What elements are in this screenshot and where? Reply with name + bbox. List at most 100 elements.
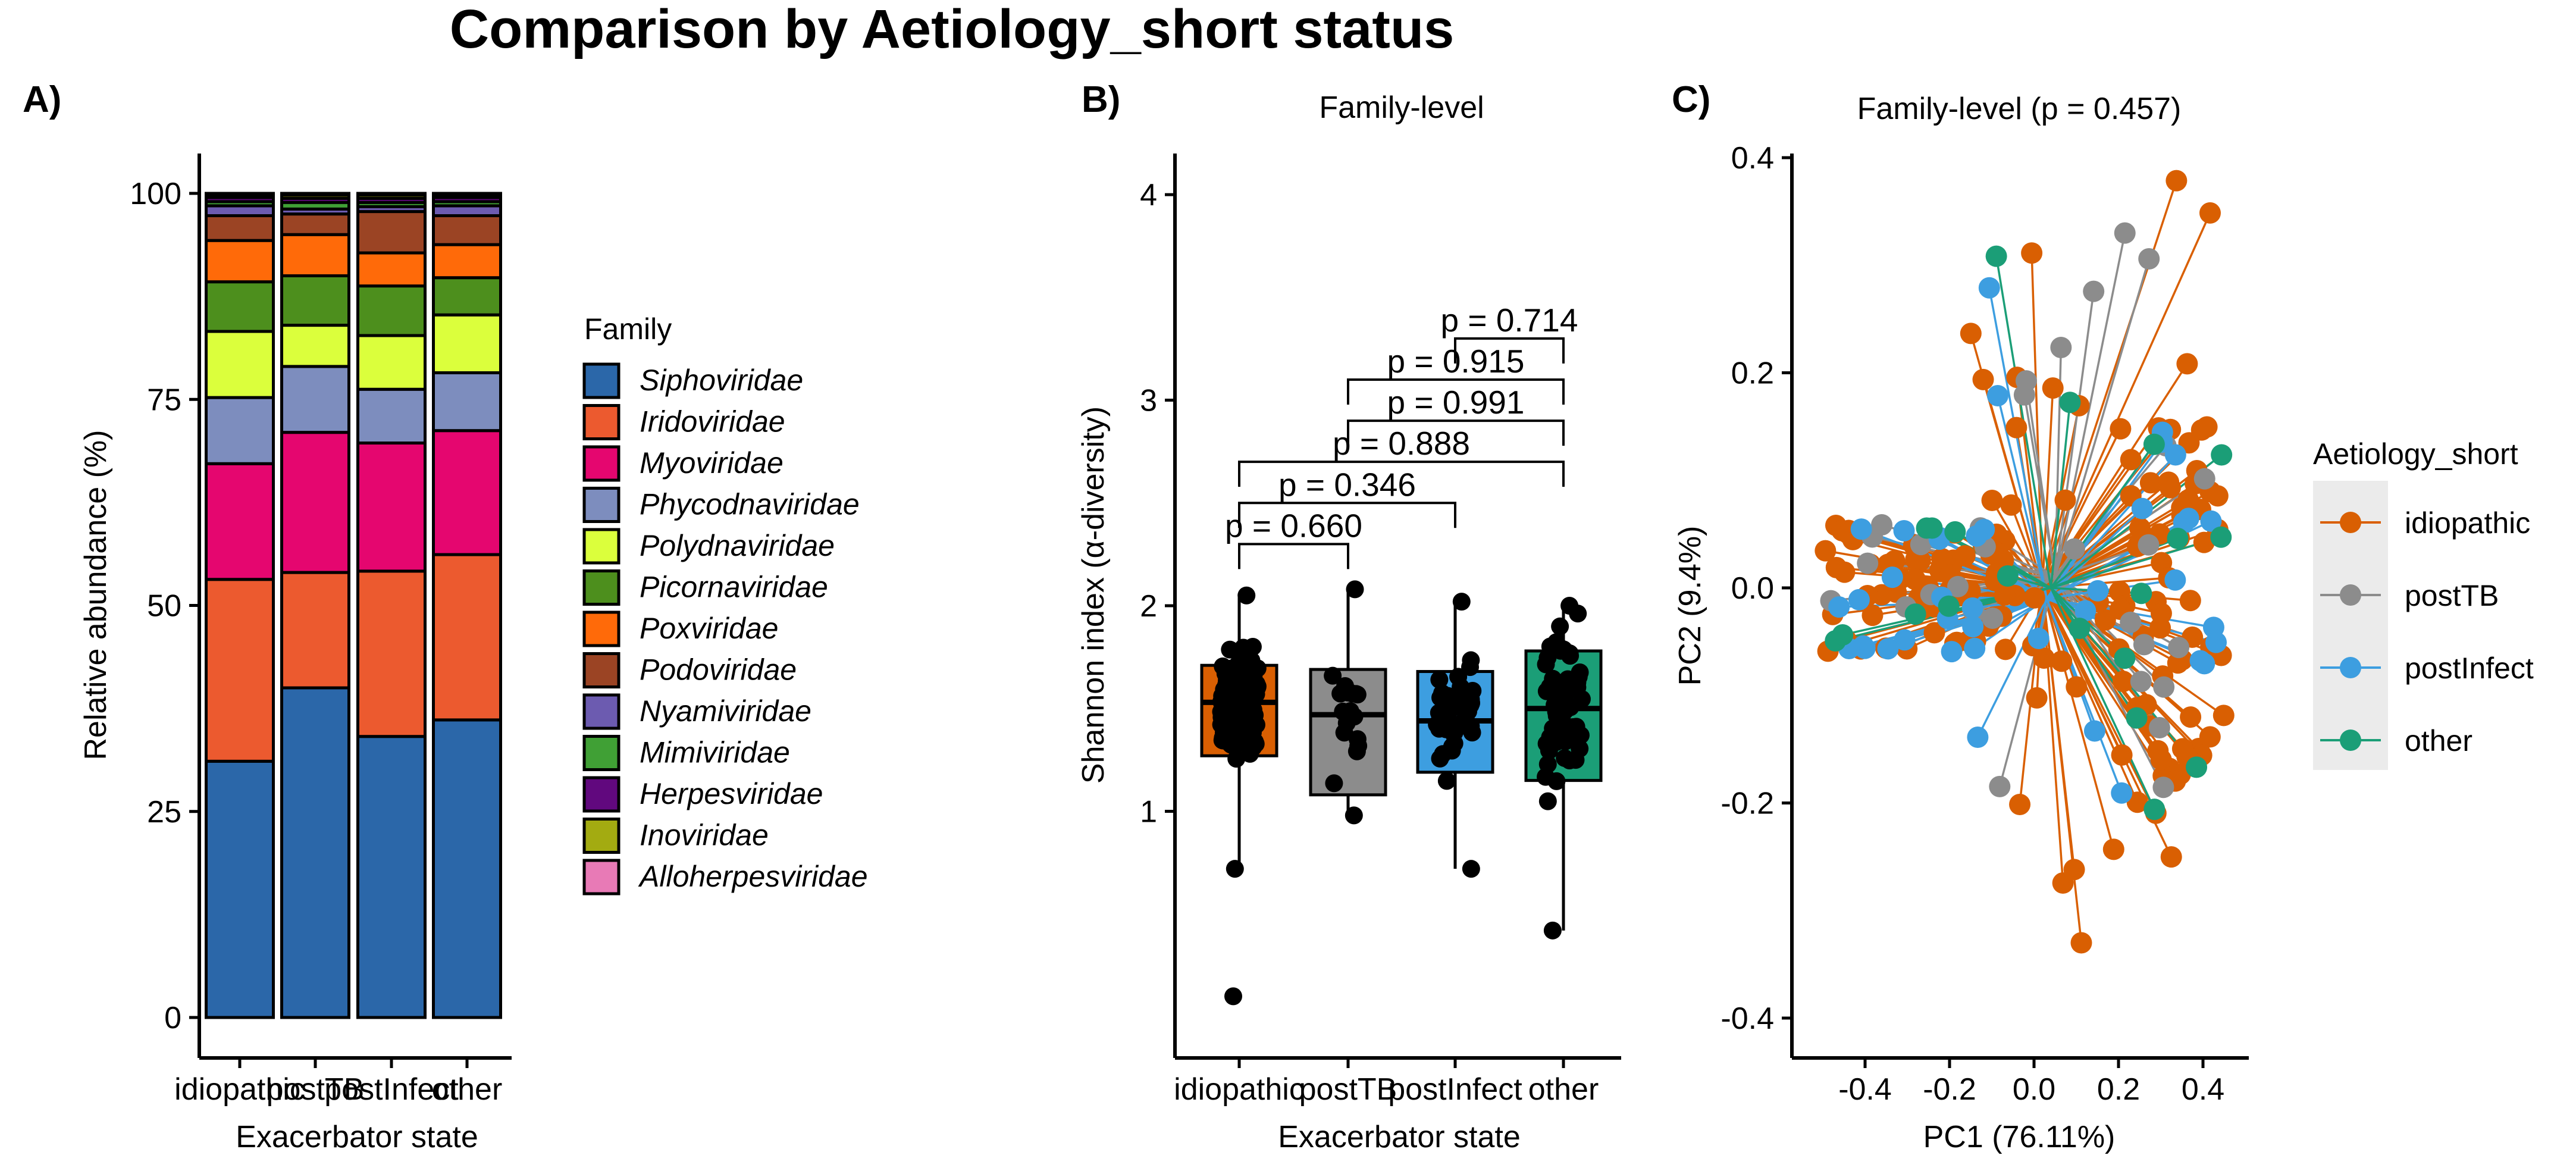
sample-point-posttb bbox=[2083, 280, 2105, 302]
y-tick-label: 0.4 bbox=[1731, 141, 1774, 176]
point-postinfect bbox=[1461, 658, 1480, 677]
legend-swatch-iridoviridae bbox=[582, 404, 621, 440]
bar-idiopathic-picornaviridae bbox=[205, 280, 275, 333]
sample-point-idiopathic bbox=[2180, 706, 2202, 728]
bar-postinfect-iridoviridae bbox=[356, 569, 427, 738]
bar-posttb-polydnaviridae bbox=[280, 324, 350, 368]
spider-line-idiopathic bbox=[2041, 180, 2178, 588]
panel-b-x-axis-title: Exacerbator state bbox=[1278, 1120, 1521, 1154]
sample-point-idiopathic bbox=[1960, 323, 1982, 345]
sample-point-postinfect bbox=[2074, 600, 2096, 622]
legend-swatch-phycodnaviridae bbox=[582, 487, 621, 523]
panel-a-y-ticks: 0 25 50 75 100 bbox=[130, 177, 199, 1035]
sample-point-posttb bbox=[1982, 608, 2004, 630]
point-postinfect bbox=[1449, 668, 1468, 686]
sample-point-postinfect bbox=[2164, 569, 2186, 591]
sample-point-postinfect bbox=[1850, 518, 1872, 540]
sample-point-posttb bbox=[2168, 637, 2190, 659]
sample-point-posttb bbox=[2120, 611, 2142, 633]
point-other bbox=[1551, 725, 1569, 744]
sample-point-idiopathic bbox=[1862, 605, 1884, 627]
point-posttb bbox=[1335, 724, 1353, 742]
panel-c-x-axis-title: PC1 (76.11%) bbox=[1923, 1120, 2116, 1154]
point-other bbox=[1569, 605, 1587, 623]
sample-point-posttb bbox=[2138, 534, 2160, 556]
point-postinfect bbox=[1462, 860, 1480, 878]
y-tick-label: -0.4 bbox=[1721, 1001, 1774, 1036]
sample-point-other bbox=[2059, 392, 2081, 414]
spider-line-posttb bbox=[2054, 233, 2126, 578]
spider-line-postinfect bbox=[1988, 287, 2048, 599]
spider-line-postinfect bbox=[1976, 598, 2048, 738]
sample-point-idiopathic bbox=[2159, 477, 2181, 499]
sample-point-idiopathic bbox=[2179, 590, 2201, 612]
sample-point-postinfect bbox=[1828, 596, 1850, 618]
sample-point-idiopathic bbox=[2026, 687, 2048, 709]
sample-point-postinfect bbox=[2164, 444, 2186, 466]
sample-point-idiopathic bbox=[1994, 584, 2016, 606]
family-legend: Family Siphoviridae Iridoviridae Myovirida… bbox=[582, 312, 868, 896]
legend-label-polydnaviridae: Polydnaviridae bbox=[640, 529, 835, 562]
legend-label-mimiviridae: Mimiviridae bbox=[640, 736, 790, 769]
spider-line-other bbox=[2050, 536, 2221, 589]
bar-postinfect-podoviridae bbox=[356, 210, 427, 255]
comparison-p-value: p = 0.714 bbox=[1441, 302, 1578, 339]
bar-posttb-myoviridae bbox=[280, 431, 350, 574]
legend-label-myoviridae: Myoviridae bbox=[640, 446, 784, 480]
legend-label-nyamiviridae: Nyamiviridae bbox=[640, 694, 811, 728]
bar-posttb-iridoviridae bbox=[280, 571, 350, 690]
panel-b-title: Family-level bbox=[1319, 90, 1484, 125]
point-posttb bbox=[1343, 684, 1362, 703]
spider-line-postinfect bbox=[2045, 441, 2163, 600]
bar-other-poxviridae bbox=[432, 243, 502, 280]
sample-point-postinfect bbox=[2131, 497, 2153, 519]
bar-other-nyamiviridae bbox=[432, 204, 502, 218]
sample-point-postinfect bbox=[1964, 637, 1986, 659]
point-posttb bbox=[1325, 774, 1343, 793]
x-tick-label: -0.4 bbox=[1838, 1072, 1892, 1107]
sample-points bbox=[1815, 170, 2235, 954]
bar-postinfect-myoviridae bbox=[356, 442, 427, 573]
sample-point-idiopathic bbox=[2129, 517, 2151, 539]
sample-point-idiopathic bbox=[1923, 622, 1945, 644]
sample-point-posttb bbox=[2133, 634, 2155, 656]
sample-point-other bbox=[2126, 707, 2148, 729]
sample-point-idiopathic bbox=[2094, 609, 2116, 631]
sample-point-posttb bbox=[2152, 777, 2174, 799]
spider-line-posttb bbox=[2025, 380, 2057, 578]
sample-point-idiopathic bbox=[2199, 202, 2221, 224]
legend-swatch-siphoviridae bbox=[582, 362, 621, 399]
y-tick-label: 75 bbox=[147, 383, 181, 417]
x-tick-label: idiopathic bbox=[174, 1072, 305, 1107]
panel-a-x-axis-title: Exacerbator state bbox=[236, 1120, 478, 1154]
spider-line-posttb bbox=[2054, 291, 2095, 578]
sample-point-idiopathic bbox=[2176, 353, 2198, 375]
point-posttb bbox=[1334, 702, 1352, 721]
sample-point-postinfect bbox=[1961, 597, 1983, 619]
legend-label-posttb: postTB bbox=[2405, 579, 2499, 612]
sample-point-idiopathic bbox=[2054, 489, 2076, 511]
sample-point-posttb bbox=[2015, 370, 2037, 392]
sample-point-postinfect bbox=[2193, 653, 2215, 675]
x-tick-label: 0.2 bbox=[2097, 1072, 2140, 1107]
sample-point-postinfect bbox=[1881, 566, 1903, 588]
point-idiopathic bbox=[1229, 724, 1247, 742]
y-tick-label: 3 bbox=[1140, 384, 1157, 418]
sample-point-postinfect bbox=[2087, 580, 2109, 602]
sample-point-idiopathic bbox=[2051, 650, 2073, 672]
sample-point-idiopathic bbox=[2000, 494, 2022, 516]
comparison-bracket bbox=[1347, 419, 1565, 446]
legend-label-phycodnaviridae: Phycodnaviridae bbox=[640, 488, 860, 521]
legend-swatch-nyamiviridae bbox=[582, 693, 621, 730]
sample-point-idiopathic bbox=[2009, 793, 2031, 815]
spider-line-idiopathic bbox=[2041, 388, 2054, 588]
legend-swatch-polydnaviridae bbox=[582, 528, 621, 565]
legend-label-siphoviridae: Siphoviridae bbox=[640, 364, 803, 397]
legend-label-poxviridae: Poxviridae bbox=[640, 612, 778, 645]
y-tick-label: -0.2 bbox=[1721, 787, 1774, 821]
point-idiopathic bbox=[1237, 586, 1256, 605]
bar-postinfect-siphoviridae bbox=[356, 735, 427, 1019]
sample-point-idiopathic bbox=[2052, 872, 2074, 894]
sample-point-posttb bbox=[2153, 676, 2175, 698]
